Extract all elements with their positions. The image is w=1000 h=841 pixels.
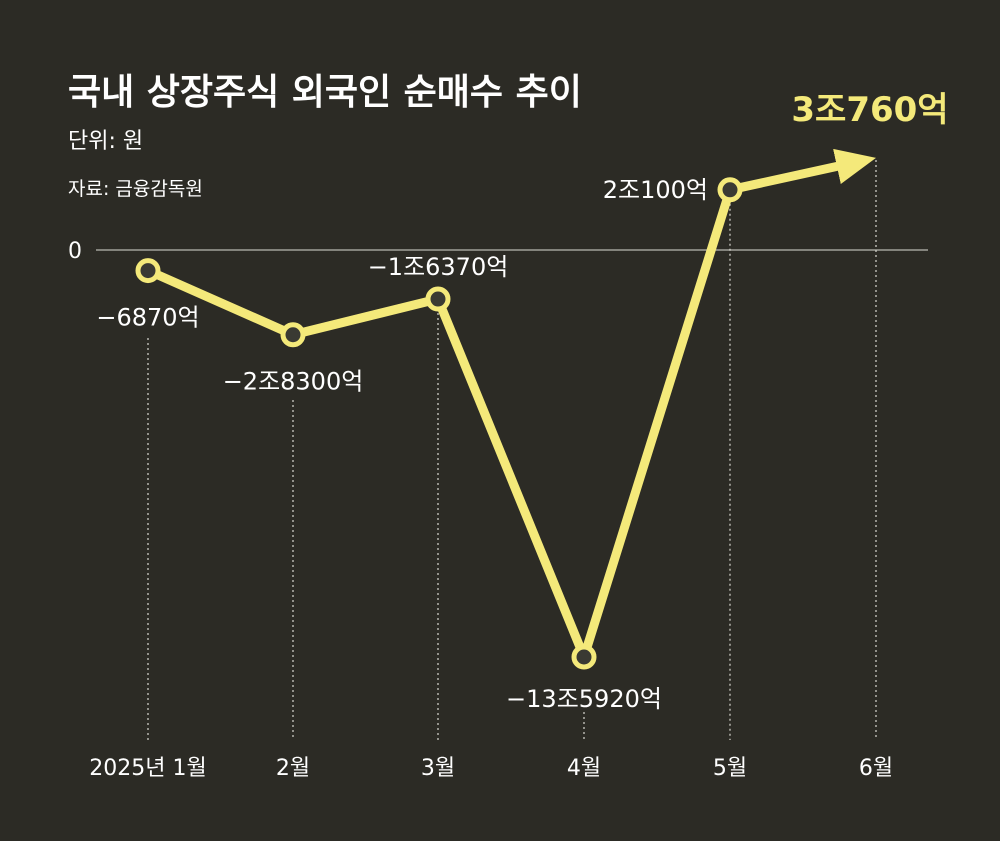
data-label-5: 2조100억 — [603, 176, 708, 204]
data-point-2 — [280, 322, 306, 348]
data-point-1 — [135, 258, 161, 284]
data-label-2: −2조8300억 — [223, 368, 364, 396]
data-points — [135, 177, 743, 670]
data-point-5 — [717, 177, 743, 203]
x-tick-label-4: 4월 — [567, 756, 601, 781]
x-tick-label-6: 6월 — [859, 756, 893, 781]
x-axis-labels: 2025년 1월 2월 3월 4월 5월 6월 — [89, 756, 893, 781]
source-label: 자료: 금융감독원 — [68, 178, 203, 200]
vertical-guides — [147, 160, 877, 740]
x-tick-label-2: 2월 — [276, 756, 310, 781]
data-point-4 — [571, 644, 597, 670]
x-tick-label-3: 3월 — [421, 756, 455, 781]
unit-label: 단위: 원 — [68, 129, 143, 154]
series-arrow — [725, 148, 877, 195]
data-label-6: 3조760억 — [791, 90, 948, 130]
x-tick-label-1: 2025년 1월 — [89, 756, 206, 781]
zero-axis-label: 0 — [68, 239, 82, 264]
data-label-1: −6870억 — [96, 304, 199, 332]
x-tick-label-5: 5월 — [713, 756, 747, 781]
data-point-3 — [425, 286, 451, 312]
data-label-4: −13조5920억 — [506, 685, 662, 713]
series-line — [143, 148, 877, 662]
data-label-3: −1조6370억 — [368, 253, 509, 281]
chart-title: 국내 상장주식 외국인 순매수 추이 — [68, 72, 582, 113]
data-labels: −6870억 −2조8300억 −1조6370억 −13조5920억 2조100억 3조7… — [96, 90, 948, 713]
